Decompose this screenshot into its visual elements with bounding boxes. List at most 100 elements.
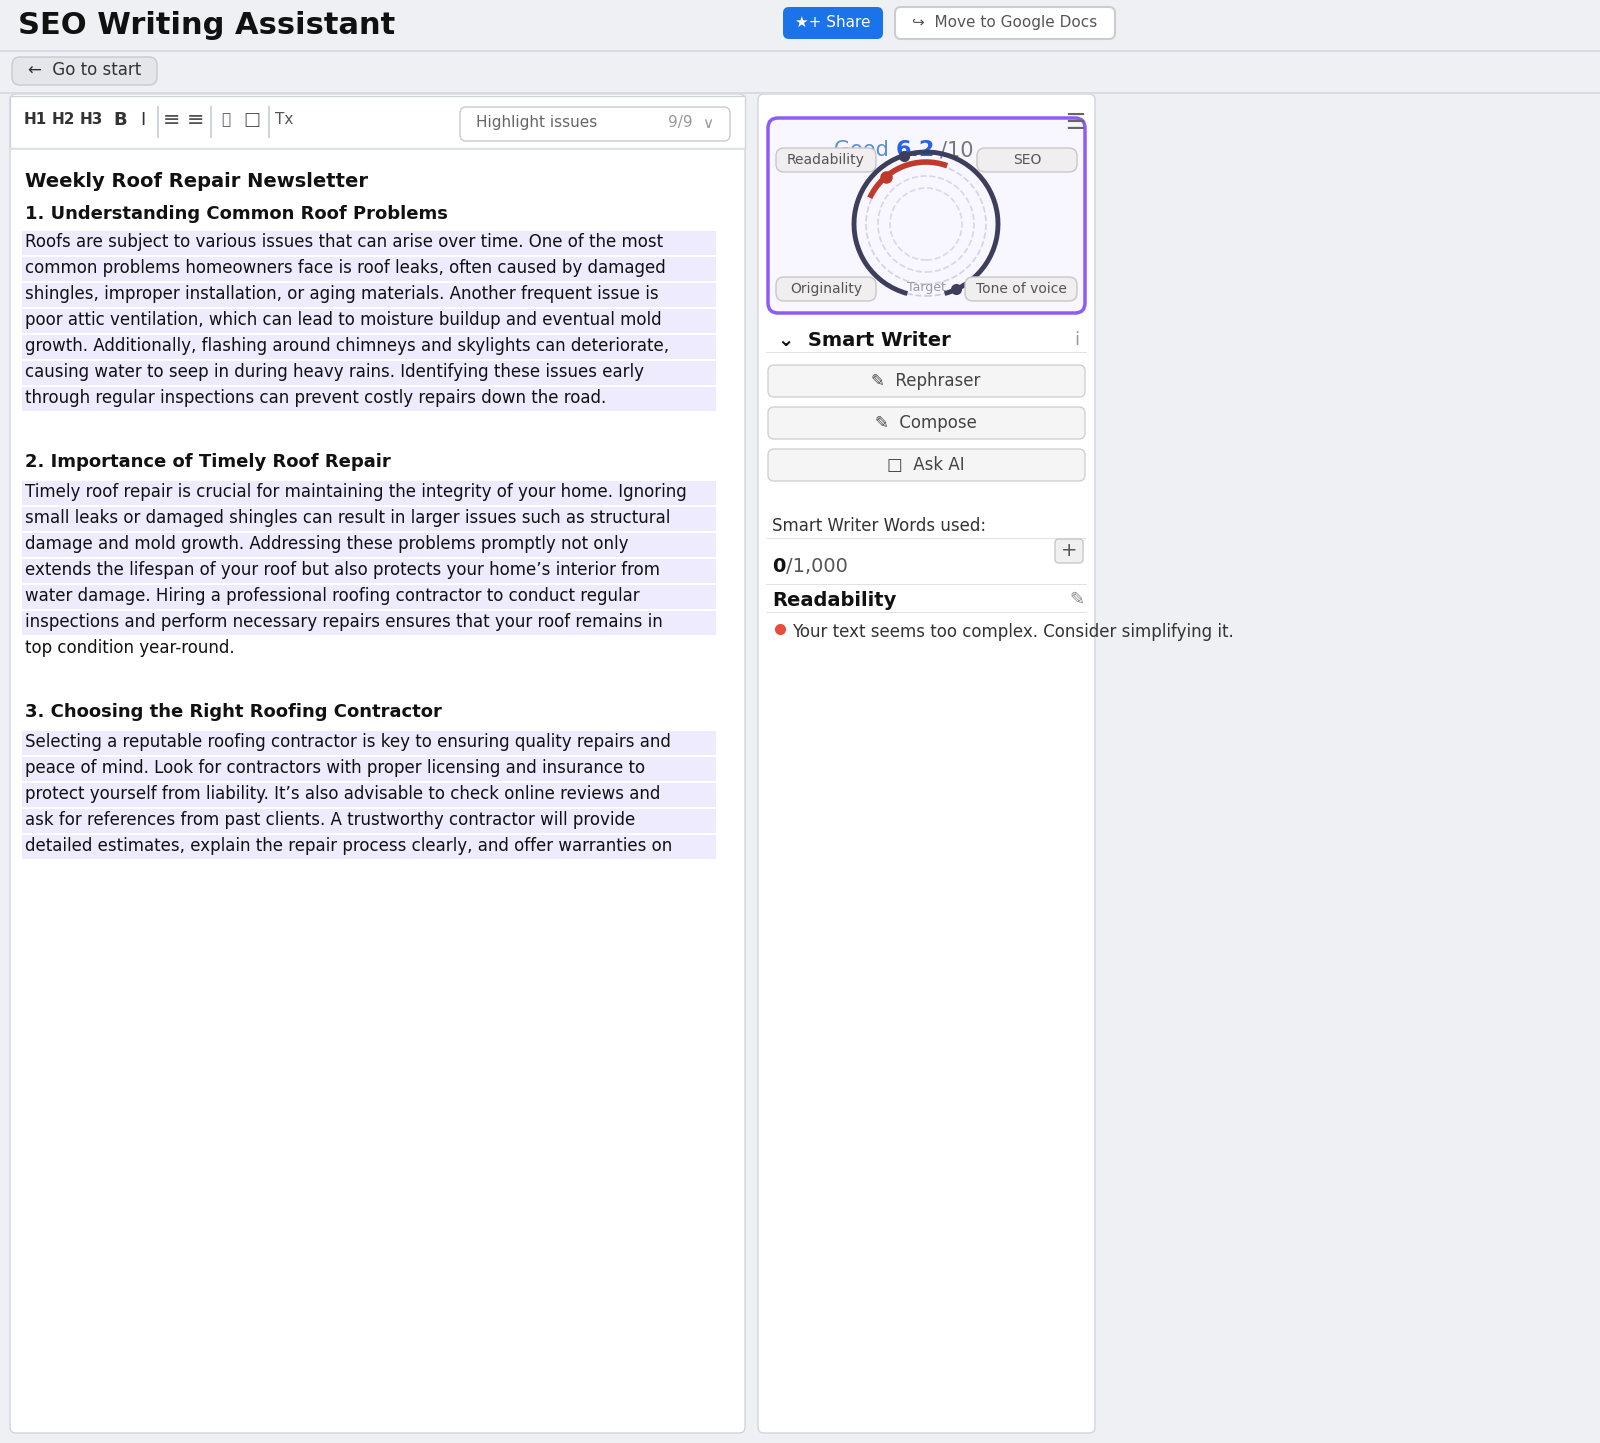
Text: water damage. Hiring a professional roofing contractor to conduct regular: water damage. Hiring a professional roof… bbox=[26, 587, 640, 605]
Bar bbox=[22, 335, 717, 359]
Text: ★+ Share: ★+ Share bbox=[795, 14, 870, 29]
Text: Readability: Readability bbox=[771, 592, 896, 610]
Text: □: □ bbox=[243, 111, 261, 128]
Text: Your text seems too complex. Consider simplifying it.: Your text seems too complex. Consider si… bbox=[792, 623, 1234, 641]
Bar bbox=[0, 0, 1600, 51]
Bar bbox=[269, 105, 270, 139]
Text: Selecting a reputable roofing contractor is key to ensuring quality repairs and: Selecting a reputable roofing contractor… bbox=[26, 733, 670, 750]
Bar bbox=[10, 97, 746, 149]
FancyBboxPatch shape bbox=[782, 7, 883, 39]
Text: top condition year-round.: top condition year-round. bbox=[26, 639, 235, 657]
Text: ≡: ≡ bbox=[187, 110, 205, 130]
Bar bbox=[0, 52, 1600, 92]
Text: 2. Importance of Timely Roof Repair: 2. Importance of Timely Roof Repair bbox=[26, 453, 390, 470]
Text: ≡: ≡ bbox=[163, 110, 181, 130]
Text: Good: Good bbox=[835, 140, 896, 160]
FancyBboxPatch shape bbox=[768, 365, 1085, 397]
Text: ←  Go to start: ← Go to start bbox=[29, 61, 142, 79]
Bar bbox=[22, 506, 717, 531]
Bar bbox=[22, 361, 717, 385]
Text: 9/9: 9/9 bbox=[667, 115, 693, 130]
FancyBboxPatch shape bbox=[965, 277, 1077, 302]
Bar bbox=[22, 610, 717, 635]
FancyBboxPatch shape bbox=[768, 449, 1085, 481]
Text: through regular inspections can prevent costly repairs down the road.: through regular inspections can prevent … bbox=[26, 390, 606, 407]
Text: 0: 0 bbox=[771, 557, 786, 576]
Text: B: B bbox=[114, 111, 126, 128]
FancyBboxPatch shape bbox=[13, 58, 157, 85]
Text: peace of mind. Look for contractors with proper licensing and insurance to: peace of mind. Look for contractors with… bbox=[26, 759, 645, 776]
Text: +: + bbox=[1061, 541, 1077, 560]
Text: poor attic ventilation, which can lead to moisture buildup and eventual mold: poor attic ventilation, which can lead t… bbox=[26, 312, 662, 329]
Text: ✎  Compose: ✎ Compose bbox=[875, 414, 978, 431]
Text: ask for references from past clients. A trustworthy contractor will provide: ask for references from past clients. A … bbox=[26, 811, 635, 828]
FancyBboxPatch shape bbox=[758, 94, 1094, 1433]
Text: causing water to seep in during heavy rains. Identifying these issues early: causing water to seep in during heavy ra… bbox=[26, 364, 643, 381]
Bar bbox=[766, 612, 1086, 613]
Bar bbox=[0, 92, 1600, 94]
Text: Timely roof repair is crucial for maintaining the integrity of your home. Ignori: Timely roof repair is crucial for mainta… bbox=[26, 483, 686, 501]
FancyBboxPatch shape bbox=[776, 277, 877, 302]
Bar bbox=[22, 732, 717, 755]
Bar bbox=[22, 231, 717, 255]
Text: □  Ask AI: □ Ask AI bbox=[886, 456, 965, 473]
FancyBboxPatch shape bbox=[768, 118, 1085, 313]
Text: ⌄  Smart Writer: ⌄ Smart Writer bbox=[778, 330, 950, 351]
Bar bbox=[10, 149, 746, 150]
Bar bbox=[157, 105, 158, 139]
Text: Roofs are subject to various issues that can arise over time. One of the most: Roofs are subject to various issues that… bbox=[26, 232, 662, 251]
Bar bbox=[22, 481, 717, 505]
Bar bbox=[22, 387, 717, 411]
Text: Tx: Tx bbox=[275, 113, 293, 127]
Bar bbox=[0, 51, 1600, 52]
Text: 1. Understanding Common Roof Problems: 1. Understanding Common Roof Problems bbox=[26, 205, 448, 224]
Text: Tone of voice: Tone of voice bbox=[976, 281, 1067, 296]
FancyBboxPatch shape bbox=[776, 149, 877, 172]
Bar bbox=[22, 558, 717, 583]
Text: Target: Target bbox=[907, 281, 946, 294]
Text: 🔗: 🔗 bbox=[221, 113, 230, 127]
Text: protect yourself from liability. It’s also advisable to check online reviews and: protect yourself from liability. It’s al… bbox=[26, 785, 661, 802]
Text: small leaks or damaged shingles can result in larger issues such as structural: small leaks or damaged shingles can resu… bbox=[26, 509, 670, 527]
Text: common problems homeowners face is roof leaks, often caused by damaged: common problems homeowners face is roof … bbox=[26, 258, 666, 277]
Text: H3: H3 bbox=[80, 113, 102, 127]
Bar bbox=[766, 352, 1086, 354]
FancyBboxPatch shape bbox=[768, 407, 1085, 439]
Text: detailed estimates, explain the repair process clearly, and offer warranties on: detailed estimates, explain the repair p… bbox=[26, 837, 672, 856]
Bar bbox=[22, 758, 717, 781]
Text: Originality: Originality bbox=[790, 281, 862, 296]
Bar bbox=[22, 309, 717, 333]
Text: /1,000: /1,000 bbox=[786, 557, 848, 576]
Text: Readability: Readability bbox=[787, 153, 866, 167]
FancyBboxPatch shape bbox=[894, 7, 1115, 39]
Bar bbox=[210, 105, 211, 139]
FancyBboxPatch shape bbox=[1054, 540, 1083, 563]
Text: SEO Writing Assistant: SEO Writing Assistant bbox=[18, 12, 395, 40]
Bar bbox=[22, 835, 717, 859]
Bar bbox=[22, 584, 717, 609]
Text: 3. Choosing the Right Roofing Contractor: 3. Choosing the Right Roofing Contractor bbox=[26, 703, 442, 722]
Text: SEO: SEO bbox=[1013, 153, 1042, 167]
Bar bbox=[766, 537, 1086, 540]
Text: /10: /10 bbox=[941, 140, 973, 160]
Bar bbox=[13, 1395, 742, 1431]
Bar bbox=[22, 532, 717, 557]
Text: growth. Additionally, flashing around chimneys and skylights can deteriorate,: growth. Additionally, flashing around ch… bbox=[26, 338, 669, 355]
Text: ✎  Rephraser: ✎ Rephraser bbox=[872, 372, 981, 390]
Text: shingles, improper installation, or aging materials. Another frequent issue is: shingles, improper installation, or agin… bbox=[26, 286, 659, 303]
Bar bbox=[766, 583, 1086, 584]
Text: ∨: ∨ bbox=[702, 115, 714, 130]
Text: Weekly Roof Repair Newsletter: Weekly Roof Repair Newsletter bbox=[26, 172, 368, 190]
Text: ✎: ✎ bbox=[1069, 592, 1085, 609]
Text: H1: H1 bbox=[24, 113, 46, 127]
Text: ☰: ☰ bbox=[1066, 113, 1085, 133]
FancyBboxPatch shape bbox=[978, 149, 1077, 172]
Text: inspections and perform necessary repairs ensures that your roof remains in: inspections and perform necessary repair… bbox=[26, 613, 662, 631]
Bar bbox=[22, 810, 717, 833]
Text: 6.2: 6.2 bbox=[896, 140, 936, 160]
Text: damage and mold growth. Addressing these problems promptly not only: damage and mold growth. Addressing these… bbox=[26, 535, 629, 553]
Bar bbox=[22, 283, 717, 307]
Text: Highlight issues: Highlight issues bbox=[477, 115, 597, 130]
FancyBboxPatch shape bbox=[461, 107, 730, 141]
Text: H2: H2 bbox=[51, 113, 75, 127]
